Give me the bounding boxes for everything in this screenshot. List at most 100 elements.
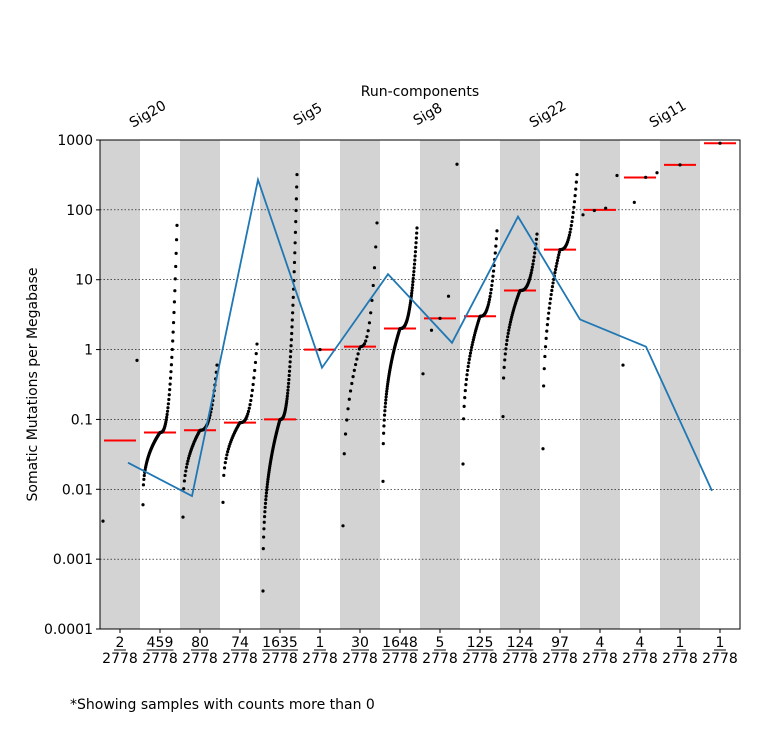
series-line	[127, 176, 713, 498]
point-7-1	[381, 442, 385, 446]
point-10-13	[508, 320, 513, 324]
point-7-9	[384, 398, 388, 402]
point-11-49	[572, 205, 576, 209]
point-7-109	[415, 226, 419, 230]
x-count-label-15: 1	[716, 635, 725, 651]
point-11-13	[549, 292, 553, 297]
point-7-104	[413, 250, 418, 254]
point-10-48	[529, 273, 533, 277]
point-11-14	[550, 288, 554, 293]
point-1-63	[168, 382, 172, 386]
point-4-12	[265, 488, 269, 492]
point-4-9	[264, 498, 268, 502]
point-3-6	[226, 450, 230, 454]
point-1-67	[170, 355, 174, 359]
chart-title: Run-components	[361, 84, 479, 100]
point-11-26	[557, 250, 561, 254]
band-2	[180, 140, 220, 629]
y-tick-label-0: 0.0001	[44, 622, 93, 638]
point-4-102	[293, 251, 297, 255]
point-3-44	[255, 342, 259, 346]
point-9-14	[469, 348, 473, 352]
point-4-101	[292, 260, 297, 265]
point-9-0	[461, 462, 465, 466]
point-10-4	[503, 352, 507, 356]
band-4	[260, 140, 300, 629]
point-7-98	[411, 273, 416, 277]
point-11-10	[547, 306, 551, 310]
point-6-7	[350, 381, 354, 386]
point-4-7	[263, 505, 267, 509]
point-6-10	[353, 362, 358, 367]
point-6-1	[342, 452, 346, 456]
point-3-35	[248, 403, 252, 407]
point-6-27	[375, 221, 379, 225]
point-12-3	[615, 173, 619, 178]
y-tick-label-7: 1000	[57, 133, 93, 149]
point-4-80	[286, 388, 290, 392]
point-10-10	[507, 328, 511, 332]
point-11-22	[555, 261, 559, 265]
point-4-107	[294, 197, 298, 201]
point-11-20	[553, 267, 558, 272]
point-11-4	[543, 345, 548, 349]
point-7-3	[382, 424, 386, 428]
y-tick-label-3: 0.1	[71, 412, 93, 428]
point-10-52	[531, 262, 535, 266]
point-4-3	[262, 527, 266, 531]
point-6-5	[347, 397, 351, 401]
point-1-56	[165, 412, 169, 417]
point-11-53	[574, 180, 578, 184]
point-3-32	[246, 412, 250, 416]
x-total-label-13: 2778	[622, 651, 658, 667]
x-axis: 2277845927788027787427781635277812778302…	[102, 629, 738, 667]
plot-frame	[99, 139, 741, 630]
x-count-label-9: 125	[467, 635, 494, 651]
point-10-50	[530, 268, 534, 272]
point-12-2	[604, 206, 608, 210]
point-4-15	[266, 480, 270, 484]
x-total-label-14: 2778	[662, 651, 698, 667]
point-1-2	[142, 477, 146, 481]
point-10-7	[505, 338, 509, 342]
point-7-2	[382, 431, 386, 435]
point-7-106	[414, 241, 418, 245]
point-4-95	[291, 311, 295, 315]
point-4-16	[266, 477, 270, 481]
point-11-2	[542, 367, 546, 371]
point-1-57	[165, 409, 170, 413]
point-10-53	[531, 259, 536, 263]
point-4-105	[294, 220, 298, 224]
data-points	[101, 141, 722, 593]
footnote: *Showing samples with counts more than 0	[70, 697, 375, 713]
point-11-6	[545, 329, 549, 333]
x-count-label-11: 97	[551, 635, 569, 651]
point-11-0	[541, 447, 545, 451]
point-2-8	[186, 456, 191, 460]
point-9-12	[468, 354, 472, 358]
point-4-8	[263, 501, 268, 505]
point-8-2	[438, 316, 442, 320]
point-1-76	[174, 264, 178, 269]
x-count-label-7: 1648	[382, 635, 418, 651]
x-count-label-10: 124	[507, 635, 534, 651]
point-11-42	[567, 233, 572, 237]
point-13-3	[655, 171, 659, 175]
point-11-24	[556, 256, 560, 260]
point-2-49	[215, 363, 219, 367]
x-count-label-0: 2	[116, 635, 125, 651]
point-6-2	[343, 432, 348, 436]
band-0	[100, 140, 140, 629]
point-9-45	[487, 300, 491, 304]
point-6-9	[352, 368, 356, 372]
point-1-62	[168, 388, 172, 392]
point-2-4	[184, 469, 188, 473]
point-9-2	[462, 404, 466, 408]
point-7-7	[383, 405, 387, 409]
point-3-43	[254, 352, 258, 356]
point-6-17	[362, 342, 367, 346]
point-6-21	[367, 321, 372, 325]
x-total-label-0: 2778	[102, 651, 138, 667]
point-4-109	[295, 172, 299, 177]
